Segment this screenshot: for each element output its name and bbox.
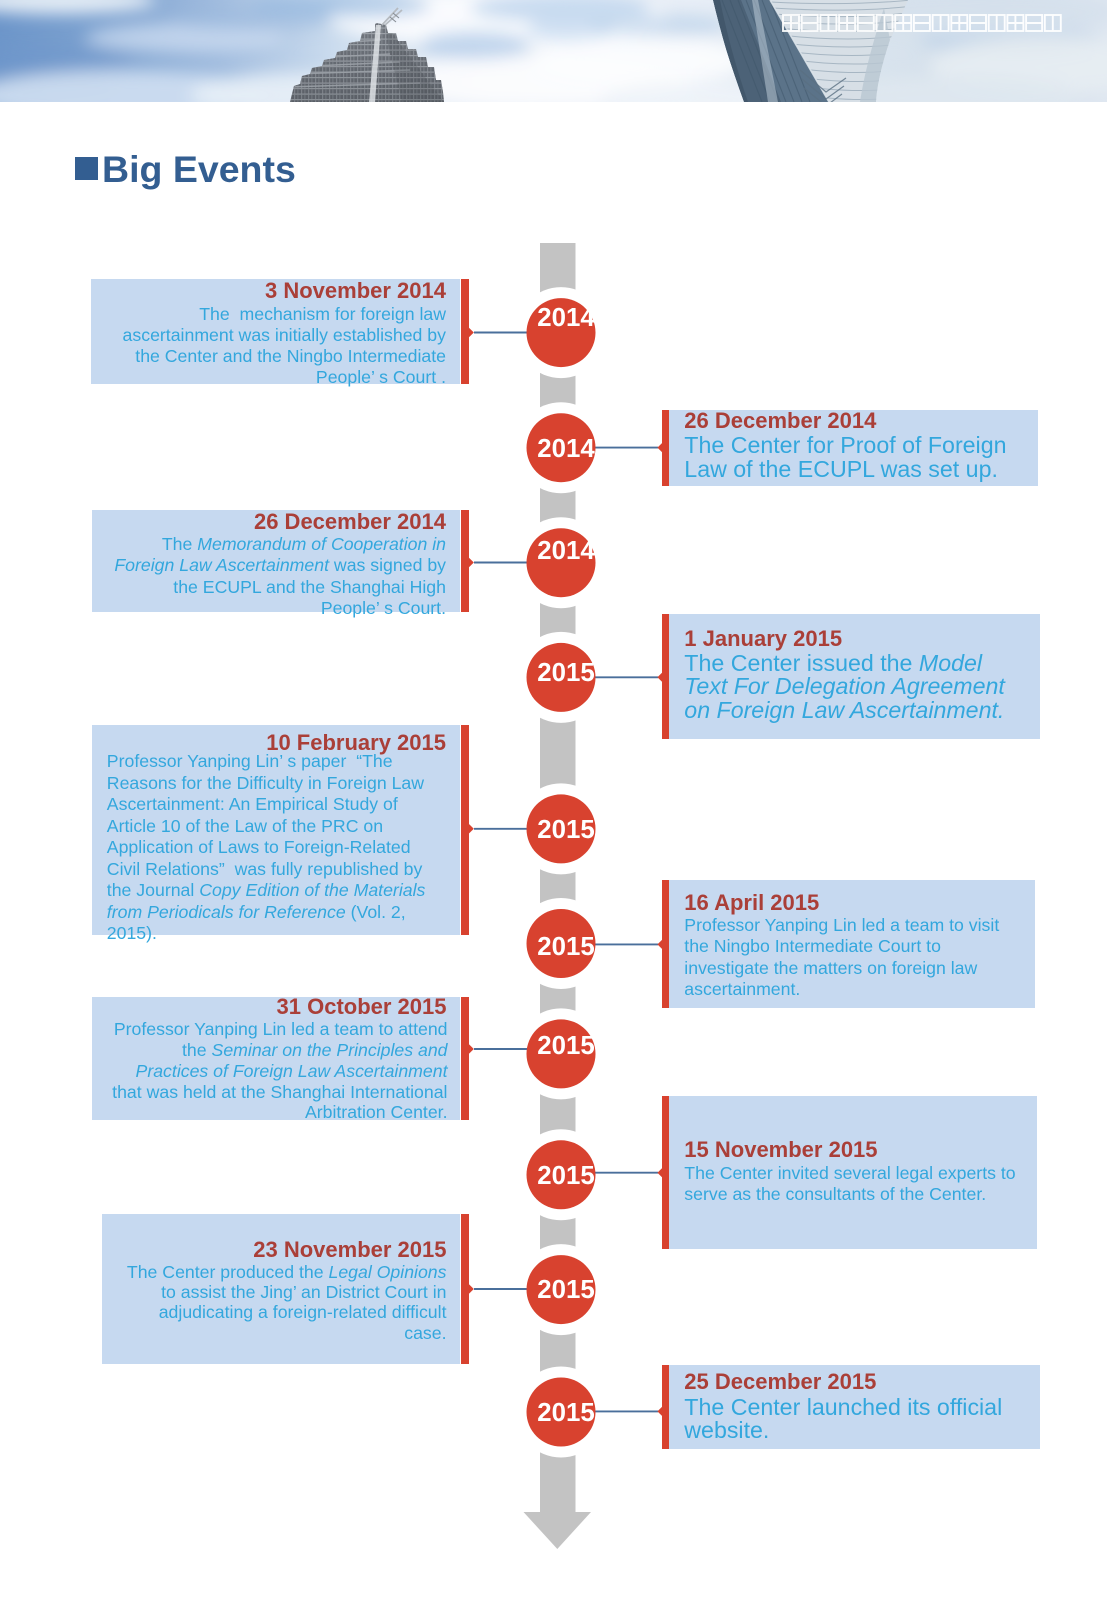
svg-text:2015: 2015 [537, 659, 594, 687]
svg-text:2015: 2015 [537, 1162, 594, 1190]
svg-text:2014: 2014 [537, 304, 595, 332]
svg-text:2015: 2015 [537, 1399, 594, 1427]
svg-text:2015: 2015 [537, 816, 594, 844]
svg-text:2015: 2015 [537, 1276, 594, 1304]
svg-text:2015: 2015 [537, 1032, 594, 1060]
svg-text:2014: 2014 [537, 435, 595, 463]
svg-text:2015: 2015 [537, 933, 594, 961]
svg-text:2014: 2014 [537, 537, 595, 565]
